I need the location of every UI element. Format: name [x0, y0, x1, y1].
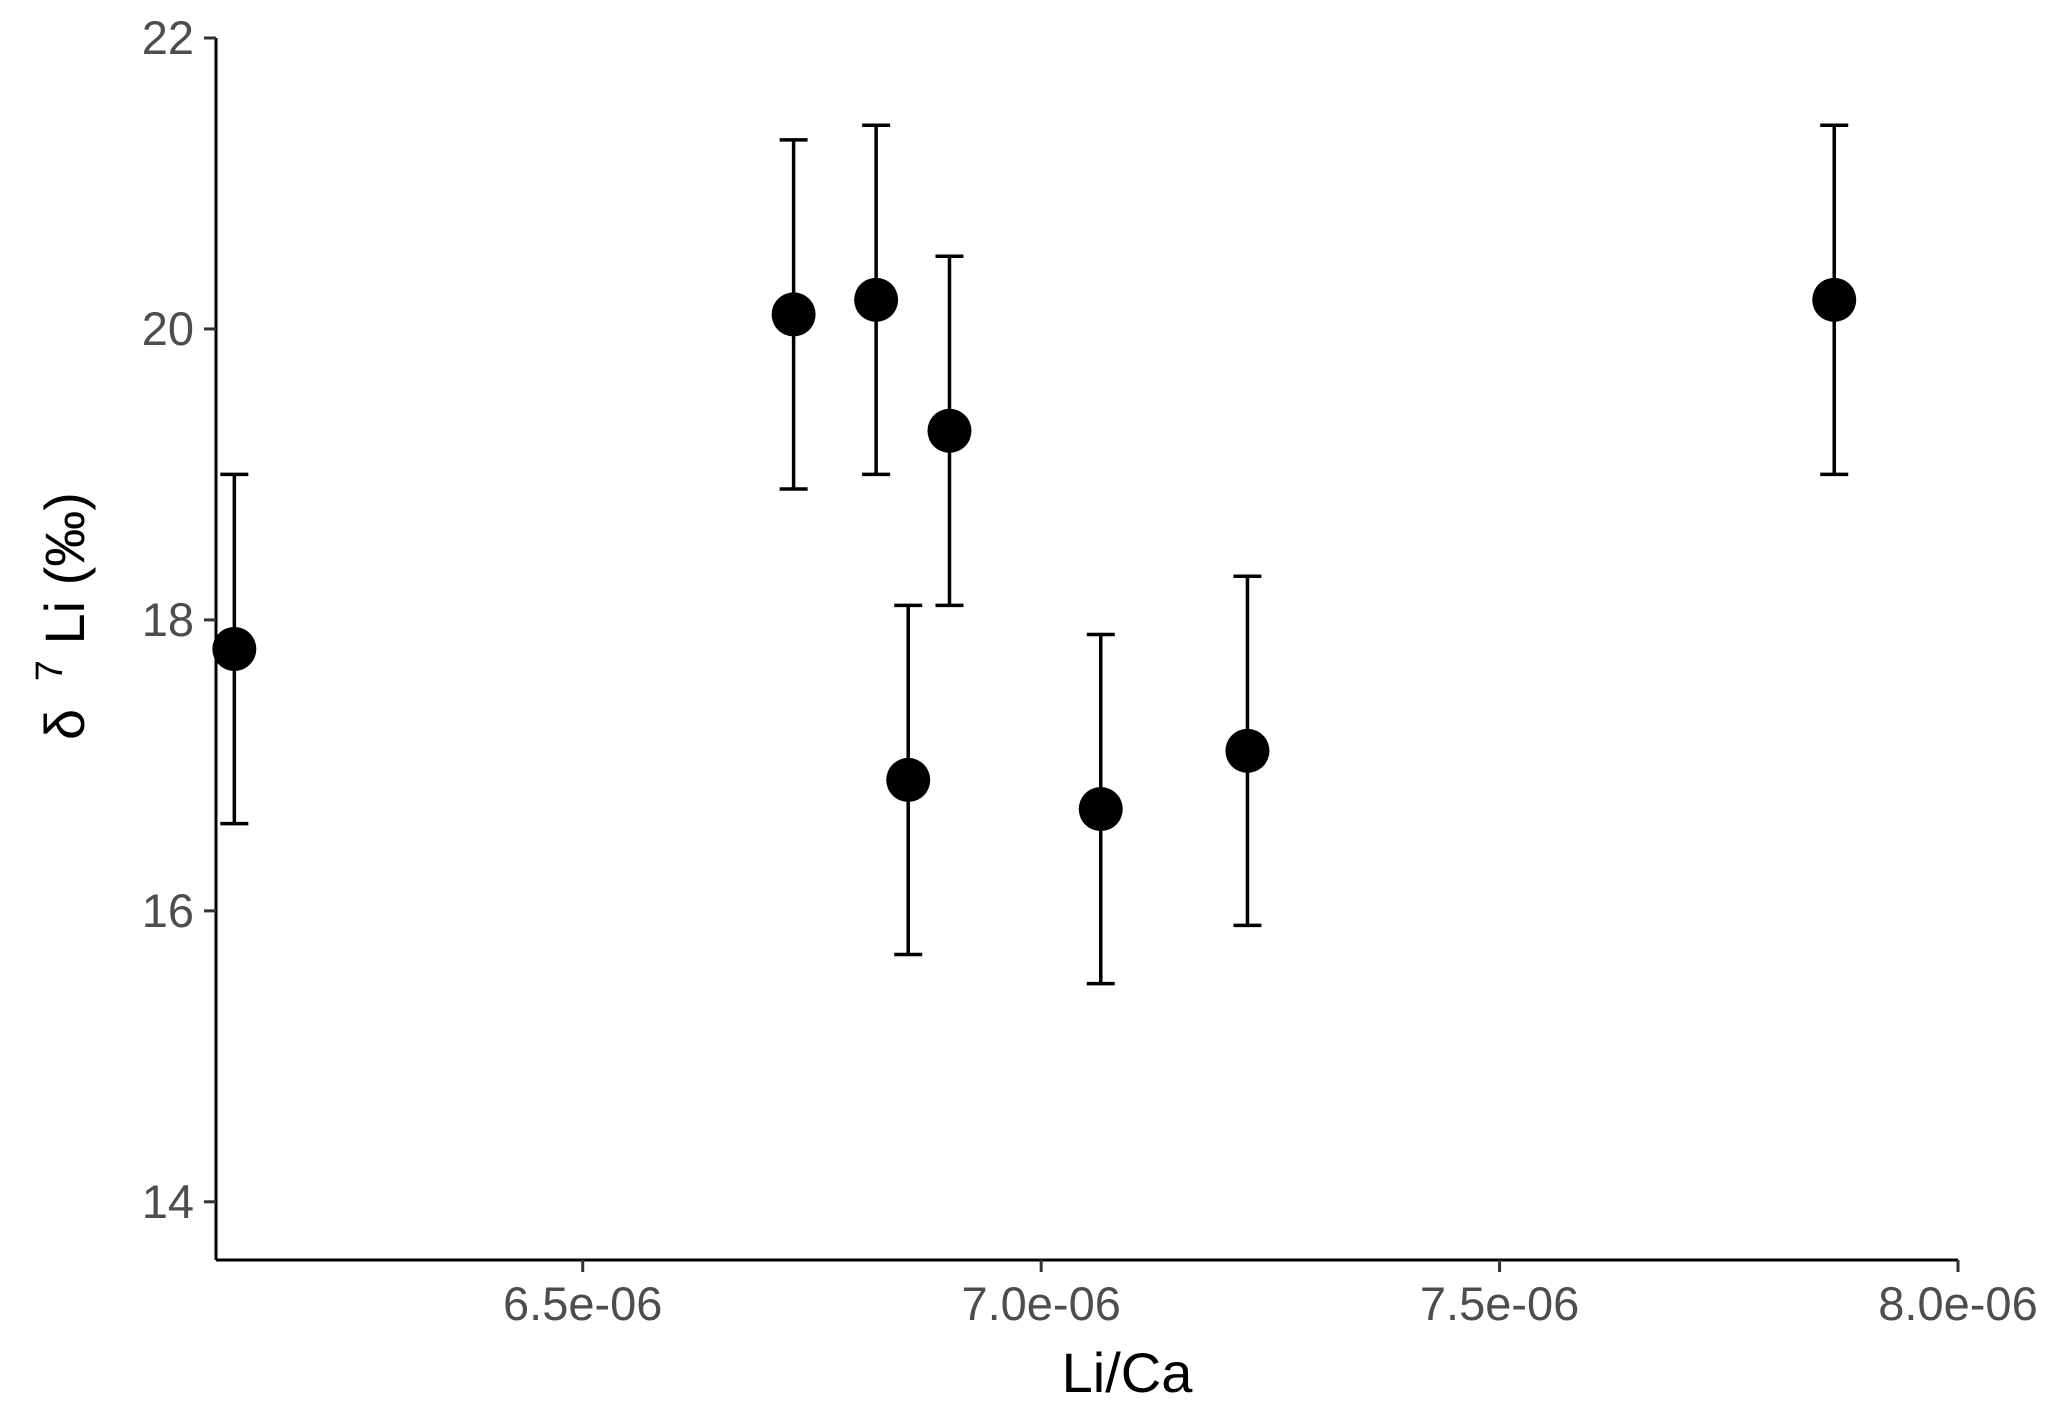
data-point — [1225, 728, 1270, 773]
y-tick-label: 14 — [142, 1175, 194, 1228]
data-point — [771, 292, 816, 337]
data-marks — [212, 123, 1857, 986]
y-tick-label: 16 — [142, 884, 194, 937]
x-tick-label: 6.5e-06 — [503, 1277, 662, 1330]
x-axis: 6.5e-06 7.0e-06 7.5e-06 8.0e-06 — [216, 1258, 2038, 1330]
data-point — [1078, 787, 1123, 832]
y-axis-title: δ 7 Li (‰) — [11, 492, 96, 740]
y-axis-title-suffix: Li (‰) — [33, 492, 96, 644]
x-tick-label: 8.0e-06 — [1878, 1277, 2037, 1330]
y-axis-title-prefix: δ — [33, 709, 96, 740]
y-axis: 14 16 18 20 22 — [142, 11, 218, 1260]
y-tick-label: 20 — [142, 302, 194, 355]
y-tick-label: 18 — [142, 593, 194, 646]
x-tick-label: 7.0e-06 — [961, 1277, 1120, 1330]
data-point — [927, 408, 972, 453]
data-point — [854, 277, 899, 322]
data-point — [212, 627, 257, 671]
y-tick-label: 22 — [142, 11, 194, 64]
y-axis-title-superscript: 7 — [29, 660, 71, 681]
x-tick-label: 7.5e-06 — [1420, 1277, 1579, 1330]
data-point — [1812, 277, 1857, 322]
x-axis-title: Li/Ca — [1062, 1341, 1194, 1404]
data-point — [886, 757, 931, 802]
